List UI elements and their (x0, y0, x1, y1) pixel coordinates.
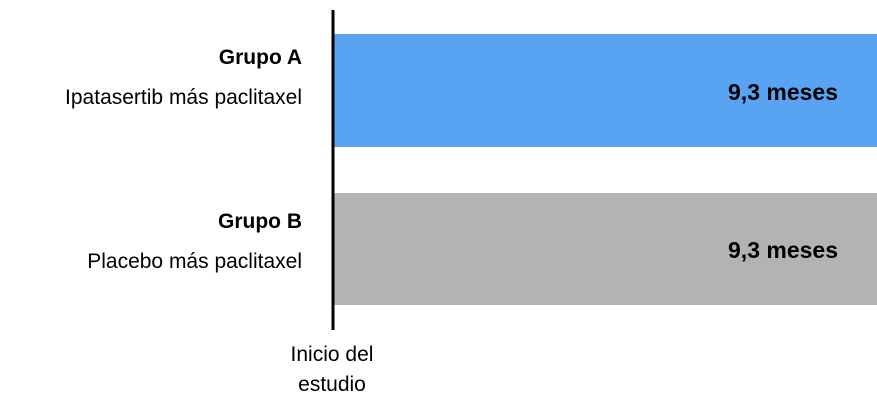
axis-caption-line-2: estudio (298, 373, 366, 396)
category-label-grupo-b: Grupo B (218, 210, 302, 233)
category-label-grupo-a: Grupo A (219, 46, 302, 69)
bar-grupo-b (333, 193, 877, 305)
category-description-grupo-b: Placebo más paclitaxel (87, 250, 302, 273)
axis-caption-line-1: Inicio del (291, 343, 374, 366)
data-label-grupo-b: 9,3 meses (728, 237, 838, 263)
data-label-grupo-a: 9,3 meses (728, 79, 838, 105)
category-description-grupo-a: Ipatasertib más paclitaxel (65, 86, 302, 109)
bar-grupo-a (333, 34, 877, 147)
